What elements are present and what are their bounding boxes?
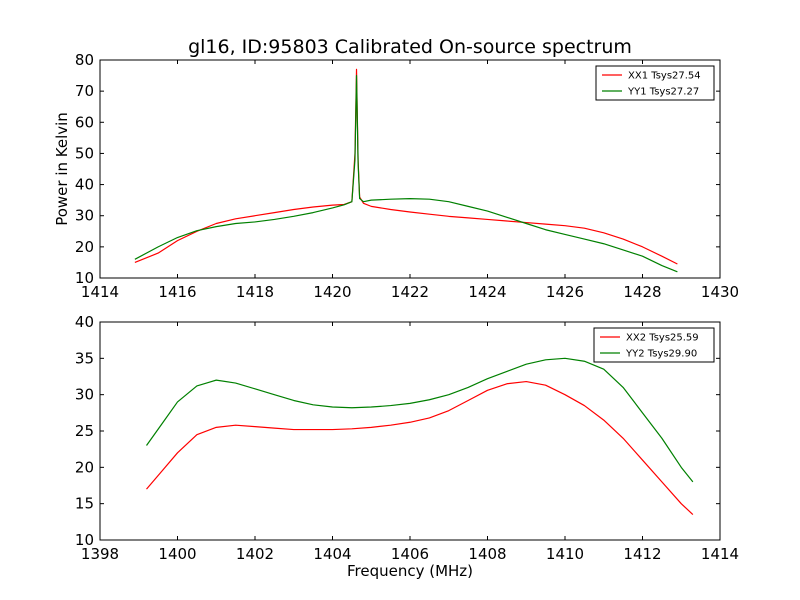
x-tick-label: 1428: [623, 283, 661, 301]
x-tick-label: 1400: [158, 545, 196, 563]
x-tick-label: 1404: [313, 545, 351, 563]
y-tick-label: 10: [75, 269, 94, 287]
y-tick-label: 30: [75, 386, 94, 404]
y-tick-label: 50: [75, 144, 94, 162]
x-tick-label: 1416: [158, 283, 196, 301]
x-tick-label: 1398: [81, 545, 119, 563]
x-tick-label: 1426: [546, 283, 584, 301]
y-tick-label: 35: [75, 349, 94, 367]
y-tick-label: 70: [75, 82, 94, 100]
y-tick-label: 30: [75, 207, 94, 225]
y-tick-label: 20: [75, 238, 94, 256]
x-tick-label: 1414: [701, 545, 739, 563]
y-tick-label: 80: [75, 51, 94, 69]
y-tick-label: 25: [75, 422, 94, 440]
legend-box: [595, 65, 715, 101]
bottom-panel: 1398 1400 1402 1404 1406 1408 1410 1412 1414 10 15…: [75, 313, 739, 580]
figure-title: gl16, ID:95803 Calibrated On-source spec…: [188, 36, 632, 58]
series-line-0-1: [134, 74, 678, 273]
y-tick-label: 60: [75, 113, 94, 131]
x-tick-label: 1418: [236, 283, 274, 301]
y-tick-label: 40: [75, 313, 94, 331]
legend-label: XX1 Tsys27.54: [628, 71, 701, 82]
x-tick-label: 1402: [236, 545, 274, 563]
legend-box: [593, 327, 715, 363]
top-panel: 1414 1416 1418 1420 1422 1424 1426 1428 1430 10 20…: [53, 51, 739, 301]
x-tick-label: 1406: [391, 545, 429, 563]
legend: XX1 Tsys27.54 YY1 Tsys27.27: [595, 65, 715, 101]
series-line-1-0: [146, 380, 694, 516]
x-tick-label: 1422: [391, 283, 429, 301]
x-axis-label: Frequency (MHz): [347, 562, 473, 580]
x-tick-label: 1414: [81, 283, 119, 301]
x-tick-label: 1412: [623, 545, 661, 563]
y-tick-label: 10: [75, 531, 94, 549]
y-tick-label: 40: [75, 176, 94, 194]
y-axis-label: Power in Kelvin: [53, 112, 71, 226]
x-tick-label: 1410: [546, 545, 584, 563]
y-tick-label: 20: [75, 458, 94, 476]
y-tick-label: 15: [75, 495, 94, 513]
series-line-1-1: [146, 357, 694, 483]
legend-label: YY2 Tsys29.90: [625, 349, 697, 360]
x-tick-label: 1420: [313, 283, 351, 301]
legend-label: XX2 Tsys25.59: [626, 333, 699, 344]
x-tick-label: 1408: [468, 545, 506, 563]
x-tick-label: 1430: [701, 283, 739, 301]
x-tick-label: 1424: [468, 283, 506, 301]
legend-label: YY1 Tsys27.27: [627, 87, 699, 98]
series-line-0-0: [134, 68, 678, 265]
legend: XX2 Tsys25.59 YY2 Tsys29.90: [593, 327, 715, 363]
